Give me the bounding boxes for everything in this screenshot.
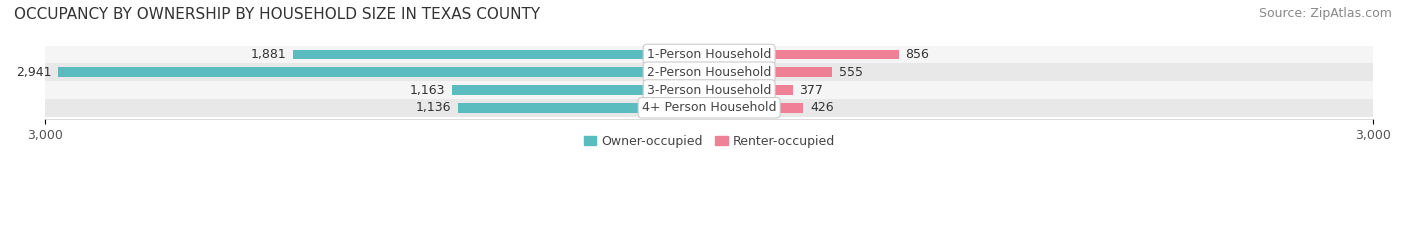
Bar	[709, 103, 803, 113]
Text: OCCUPANCY BY OWNERSHIP BY HOUSEHOLD SIZE IN TEXAS COUNTY: OCCUPANCY BY OWNERSHIP BY HOUSEHOLD SIZE…	[14, 7, 540, 22]
Bar	[45, 46, 1374, 63]
Text: Source: ZipAtlas.com: Source: ZipAtlas.com	[1258, 7, 1392, 20]
Text: 1,881: 1,881	[250, 48, 287, 61]
Text: 377: 377	[799, 83, 823, 96]
Bar	[709, 67, 832, 77]
Bar	[709, 50, 898, 59]
Text: 856: 856	[905, 48, 929, 61]
Bar	[458, 103, 709, 113]
Text: 3-Person Household: 3-Person Household	[647, 83, 772, 96]
Bar	[45, 81, 1374, 99]
Bar	[709, 85, 793, 95]
Text: 1,163: 1,163	[409, 83, 446, 96]
Text: 4+ Person Household: 4+ Person Household	[643, 101, 776, 114]
Text: 555: 555	[838, 66, 863, 79]
Bar	[451, 85, 709, 95]
Text: 426: 426	[810, 101, 834, 114]
Text: 2,941: 2,941	[15, 66, 52, 79]
Text: 1,136: 1,136	[416, 101, 451, 114]
Bar	[292, 50, 709, 59]
Bar	[45, 63, 1374, 81]
Legend: Owner-occupied, Renter-occupied: Owner-occupied, Renter-occupied	[578, 130, 839, 153]
Bar	[45, 99, 1374, 117]
Text: 1-Person Household: 1-Person Household	[647, 48, 772, 61]
Text: 2-Person Household: 2-Person Household	[647, 66, 772, 79]
Bar	[58, 67, 709, 77]
